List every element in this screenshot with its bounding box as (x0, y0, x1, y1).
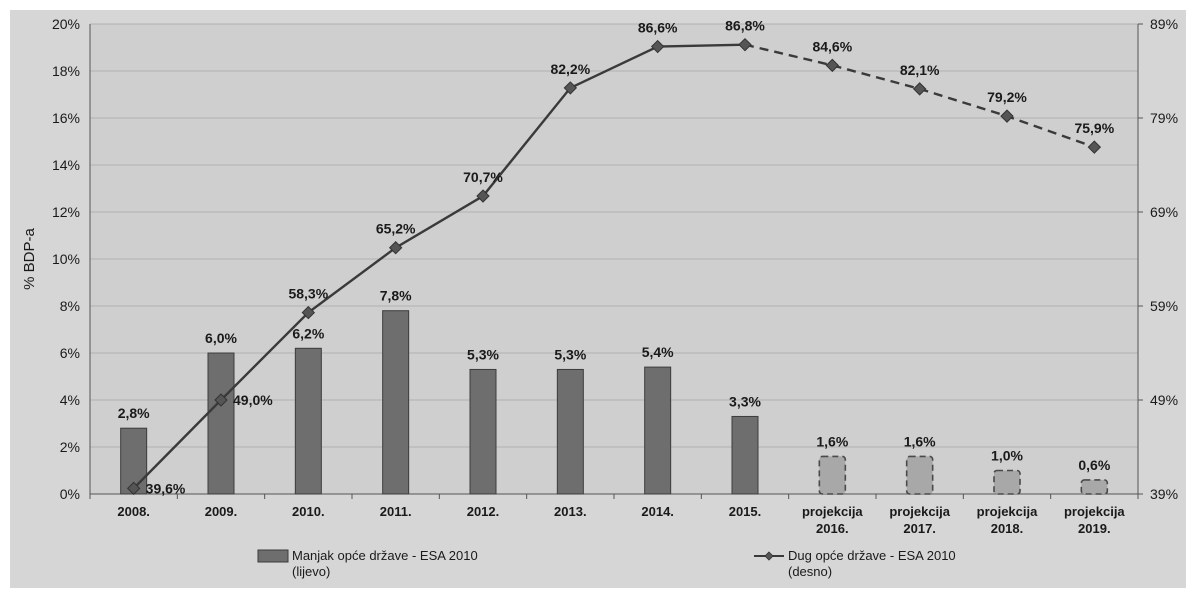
line-point-marker (912, 82, 927, 96)
y-right-tick-label: 79% (1150, 110, 1178, 126)
y-left-tick-label: 4% (60, 392, 80, 408)
bar-value-label: 5,3% (554, 346, 586, 362)
legend-label-debt-side: (desno) (788, 564, 832, 579)
line-value-label: 82,1% (900, 62, 940, 78)
line-point-marker (1087, 140, 1102, 154)
x-tick-label: 2010. (292, 504, 325, 519)
bar-value-label: 5,3% (467, 346, 499, 362)
y-left-tick-label: 18% (52, 63, 80, 79)
bar (469, 368, 497, 495)
line-point-marker (1000, 109, 1014, 123)
bar (905, 455, 934, 495)
bar-value-label: 1,6% (816, 433, 848, 449)
line-point-marker (825, 58, 840, 73)
x-tick-label: 2009. (205, 504, 238, 519)
line-point-marker (126, 481, 141, 496)
line-value-label: 65,2% (376, 221, 416, 237)
y-left-tick-label: 14% (52, 157, 80, 173)
legend: Manjak opće države - ESA 2010(lijevo) Dug… (257, 548, 956, 579)
x-tick-label: 2012. (467, 504, 500, 519)
x-tick-label: projekcija 2017. (889, 504, 950, 536)
grid-lines (90, 23, 1138, 495)
y-left-tick-label: 16% (52, 110, 80, 126)
bar-value-label: 2,8% (118, 405, 150, 421)
x-tick-label: 2011. (380, 504, 412, 519)
line-value-label: 79,2% (987, 89, 1027, 105)
y-right-tick-label: 69% (1150, 204, 1178, 220)
bar (731, 415, 759, 495)
bar (382, 310, 410, 495)
x-tick-label: 2013. (554, 504, 587, 519)
y-left-tick-label: 0% (60, 486, 80, 502)
bar-value-label: 5,4% (642, 344, 674, 360)
line-value-label: 86,6% (638, 20, 678, 36)
line-series (126, 37, 1102, 496)
bar (556, 368, 584, 495)
legend-label-deficit: Manjak opće države - ESA 2010 (292, 548, 478, 563)
bar (993, 469, 1021, 495)
line-point-marker (476, 189, 490, 203)
bar-series (120, 310, 1109, 495)
y-right-tick-label: 39% (1150, 486, 1178, 502)
legend-marker-debt (764, 551, 774, 561)
line-value-label: 84,6% (812, 38, 852, 54)
x-tick-label: 2015. (729, 504, 762, 519)
x-tick-label: projekcija 2018. (977, 504, 1038, 536)
y-right-tick-label: 89% (1150, 16, 1178, 32)
y-left-tick-label: 8% (60, 298, 80, 314)
y-left-tick-label: 6% (60, 345, 80, 361)
x-tick-label: 2014. (641, 504, 674, 519)
bar-value-label: 7,8% (380, 288, 412, 304)
bar (294, 347, 322, 495)
bar-value-label: 6,2% (292, 325, 324, 341)
debt-line-actual (132, 43, 746, 490)
y-right-tick-label: 59% (1150, 298, 1178, 314)
line-value-label: 82,2% (550, 61, 590, 77)
axes: 0% 2% 4% 6% 8% 10% 12% 14% 16% 18% 20% 39% 49% 59% 69%… (52, 16, 1178, 536)
line-point-marker (301, 305, 316, 320)
bar (207, 352, 235, 495)
bar-value-label: 1,6% (904, 433, 936, 449)
line-point-marker (738, 37, 752, 52)
legend-label-debt: Dug opće države - ESA 2010 (788, 548, 956, 563)
line-value-label: 75,9% (1074, 120, 1114, 136)
bar (644, 366, 672, 495)
bar-value-label: 0,6% (1078, 457, 1110, 473)
y-axis-label: % BDP-a (21, 228, 38, 290)
legend-label-deficit-side: (lijevo) (292, 564, 330, 579)
y-left-tick-label: 12% (52, 204, 80, 220)
line-value-label: 70,7% (463, 169, 503, 185)
bar-value-label: 3,3% (729, 393, 761, 409)
line-value-label: 39,6% (146, 480, 186, 496)
bar (818, 455, 847, 495)
bar-value-label: 6,0% (205, 330, 237, 346)
x-tick-label: 2008. (117, 504, 150, 519)
x-tick-label: projekcija 2019. (1064, 504, 1125, 536)
y-left-tick-label: 2% (60, 439, 80, 455)
y-right-tick-label: 49% (1150, 392, 1178, 408)
data-labels: 2,8% 6,0% 6,2% 7,8% 5,3% 5,3% 5,4% 3,3% 1,6% 1,6%… (118, 18, 1115, 497)
line-point-marker (650, 39, 665, 54)
legend-swatch-deficit (257, 549, 289, 563)
line-point-marker (563, 81, 578, 95)
line-value-label: 49,0% (233, 392, 273, 408)
y-left-tick-label: 20% (52, 16, 80, 32)
line-point-marker (214, 393, 228, 407)
bar-value-label: 1,0% (991, 448, 1023, 464)
bar (1080, 479, 1109, 495)
line-point-marker (388, 241, 403, 255)
y-left-tick-label: 10% (52, 251, 80, 267)
line-value-label: 58,3% (288, 286, 328, 302)
line-value-label: 86,8% (725, 18, 765, 34)
x-tick-label: projekcija 2016. (802, 504, 863, 536)
